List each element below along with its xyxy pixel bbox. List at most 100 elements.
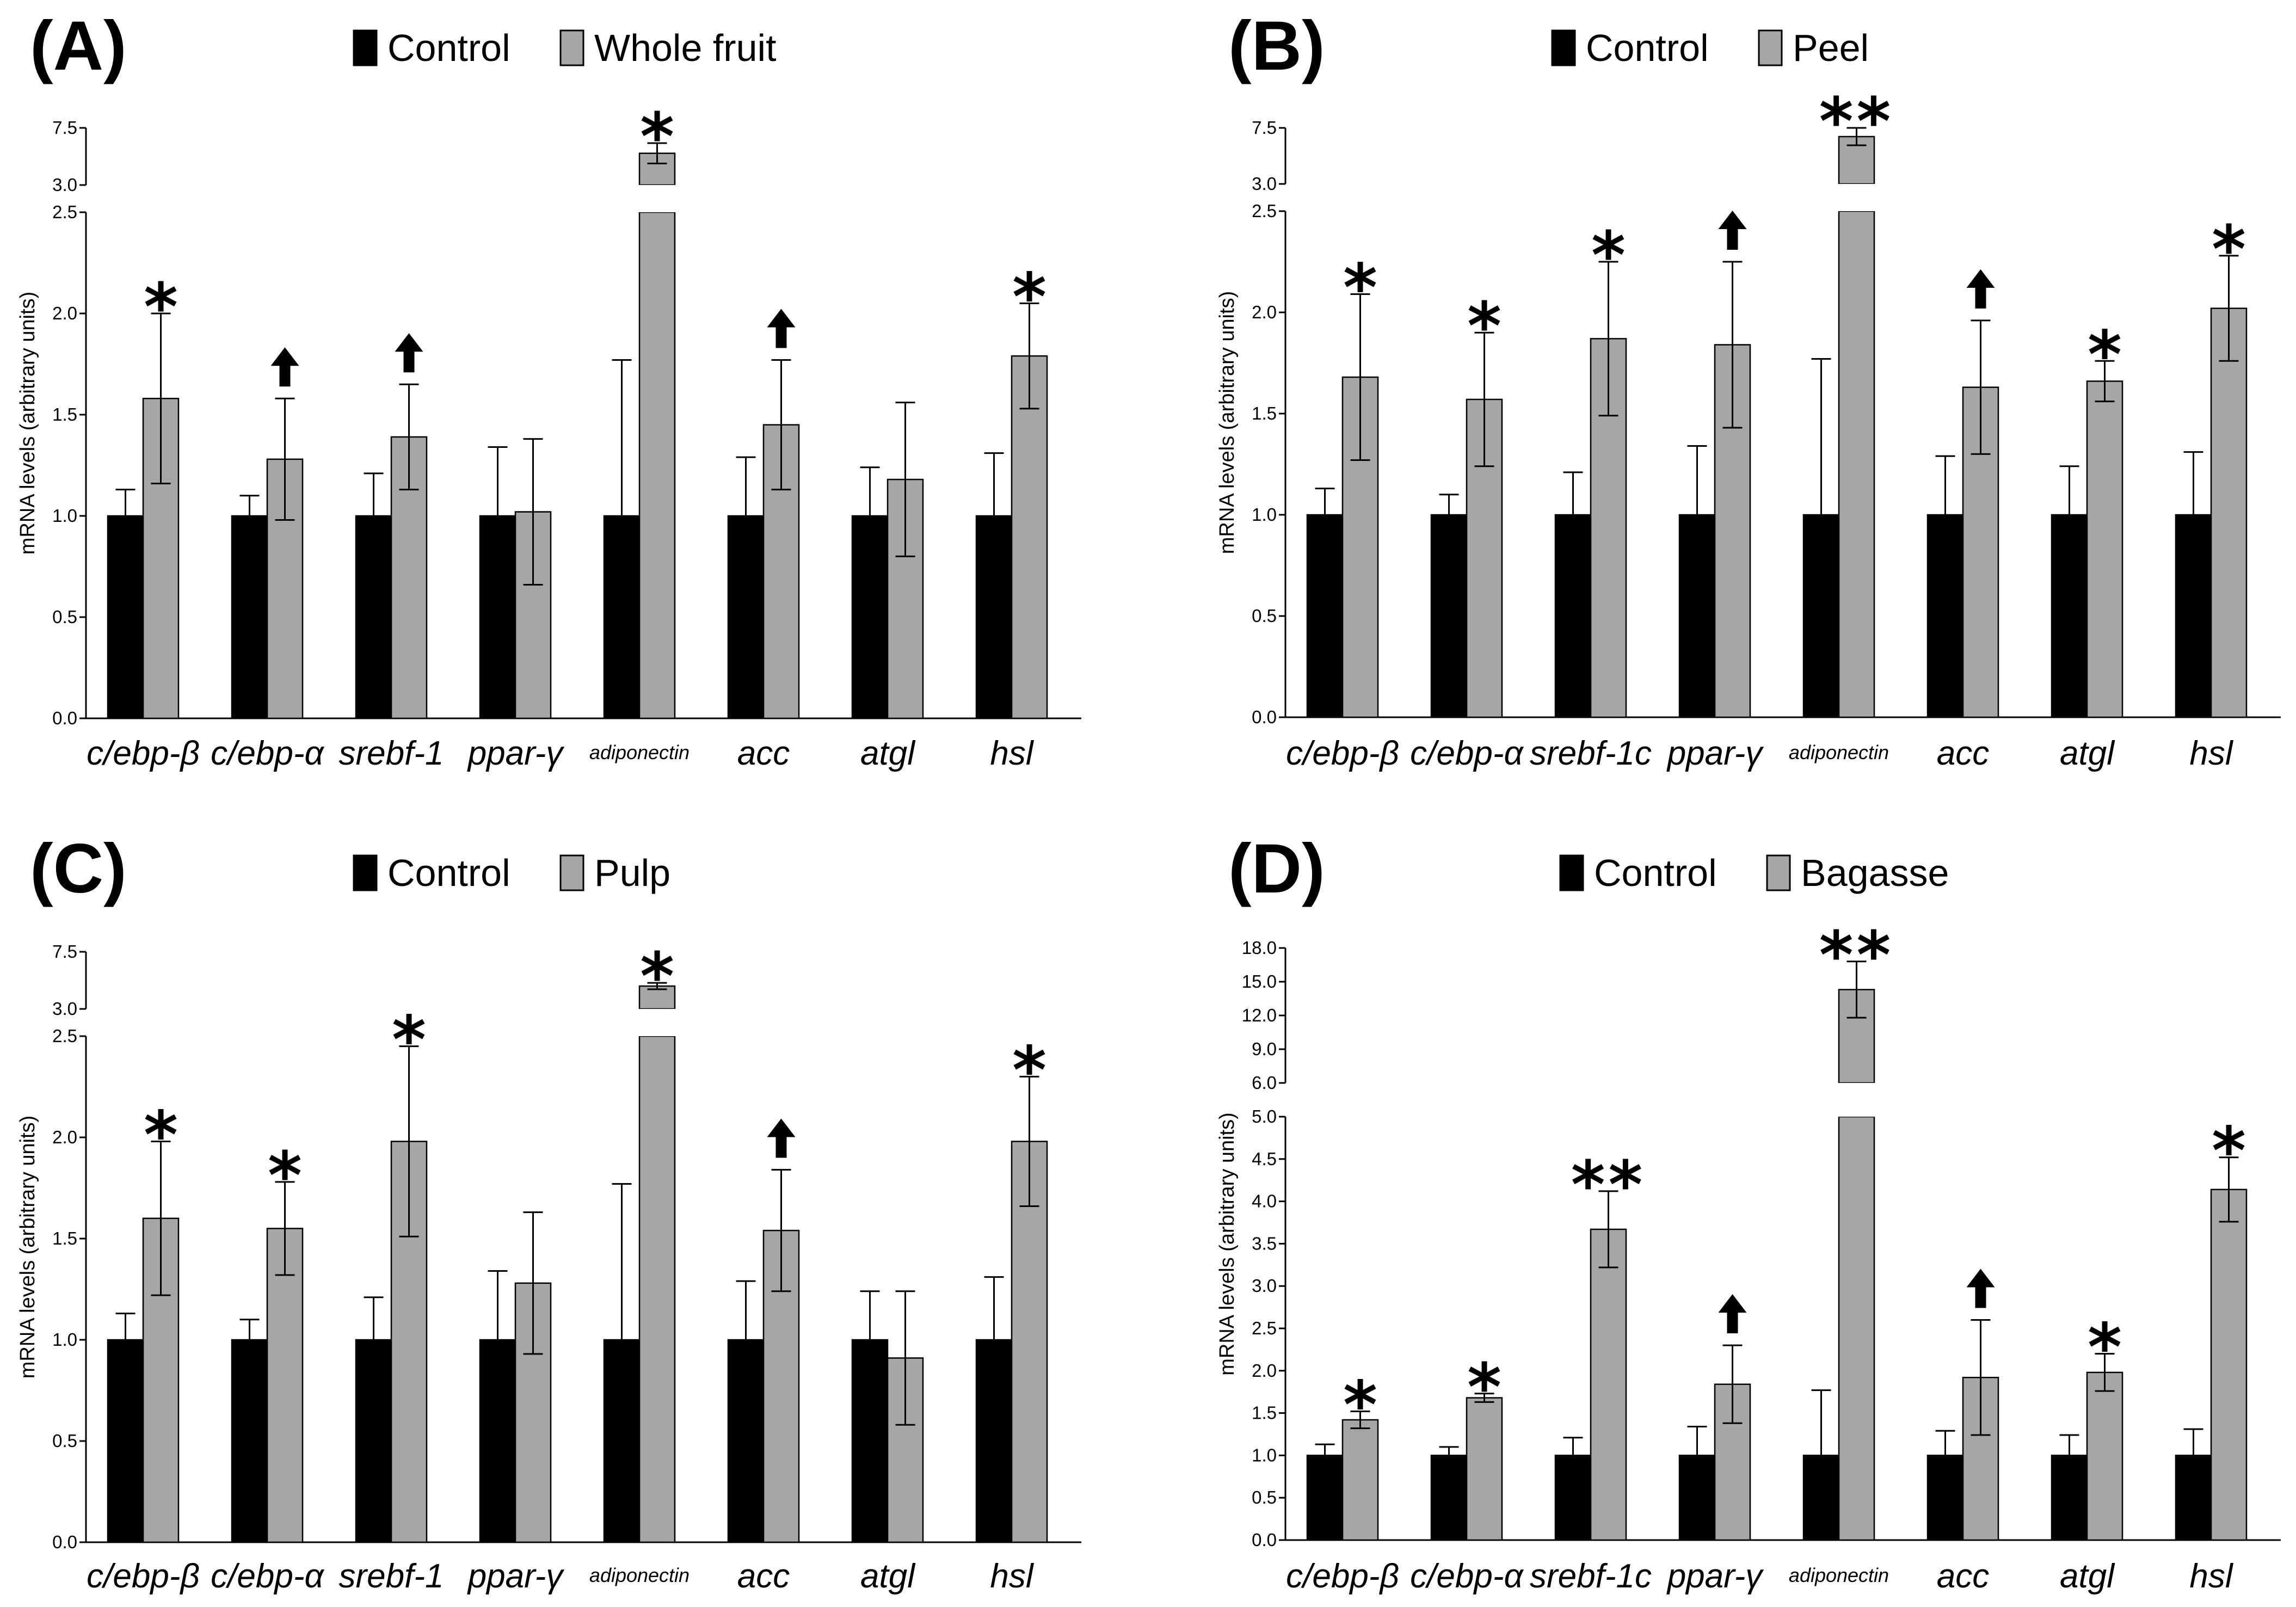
axis-break-gap <box>1837 1083 1876 1117</box>
x-category-label: srebf-1c <box>1530 1557 1652 1595</box>
x-category-label: adiponectin <box>589 741 690 764</box>
bar <box>638 211 676 719</box>
y-tick-label: 18.0 <box>1242 938 1277 958</box>
significance-marker: * <box>640 939 674 1015</box>
bar <box>479 515 516 719</box>
y-tick-label: 1.0 <box>1252 1445 1277 1465</box>
x-category-label: hsl <box>2189 735 2233 772</box>
x-category-label: c/ebp-β <box>87 1557 200 1595</box>
y-tick-label: 9.0 <box>1252 1039 1277 1059</box>
y-tick-label: 0.0 <box>1252 1530 1277 1550</box>
bar <box>2175 514 2212 718</box>
bar <box>142 397 180 719</box>
bar <box>1466 1397 1503 1541</box>
y-tick-label: 3.0 <box>52 999 77 1019</box>
x-category-label: c/ebp-β <box>87 735 200 772</box>
y-tick-label: 2.5 <box>52 1026 77 1046</box>
x-category-label: ppar-γ <box>467 735 565 772</box>
significance-marker: * <box>1591 218 1626 294</box>
bar <box>1838 210 1875 718</box>
y-tick-label: 1.5 <box>52 1228 77 1248</box>
x-category-label: srebf-1 <box>339 1557 444 1595</box>
x-category-label: srebf-1 <box>339 735 444 772</box>
bar <box>727 515 765 719</box>
y-tick-label: 2.0 <box>52 303 77 323</box>
x-category-label: acc <box>737 735 790 772</box>
legend-swatch <box>1559 854 1584 891</box>
bar <box>2086 1371 2123 1541</box>
legend-swatch <box>559 854 584 891</box>
y-tick-label: 0.5 <box>52 1431 77 1451</box>
legend-swatch <box>559 29 584 66</box>
significance-marker: * <box>2212 1114 2246 1190</box>
legend-swatch <box>353 29 378 66</box>
bar <box>1678 514 1716 718</box>
bar <box>1802 1455 1840 1541</box>
x-category-label: hsl <box>2189 1557 2233 1595</box>
y-tick-label: 12.0 <box>1242 1005 1277 1025</box>
bar <box>1430 514 1468 718</box>
y-tick-label: 2.5 <box>52 202 77 222</box>
up-arrow-icon <box>767 1118 796 1158</box>
bar <box>603 1339 641 1543</box>
bar <box>231 515 268 719</box>
significance-marker: * <box>144 270 178 346</box>
x-category-label: hsl <box>990 735 1034 772</box>
bar <box>1926 1455 1964 1541</box>
panel-letter: (D) <box>1228 830 1325 908</box>
axis-break-gap <box>638 185 676 212</box>
legend-label: Control <box>1594 852 1717 894</box>
bar <box>2086 380 2123 718</box>
y-tick-label: 1.5 <box>1252 403 1277 423</box>
bar <box>851 515 889 719</box>
bar <box>1926 514 1964 718</box>
y-tick-label: 1.0 <box>52 506 77 526</box>
significance-marker: * <box>1012 260 1047 335</box>
y-tick-label: 2.5 <box>1252 1318 1277 1338</box>
x-category-label: c/ebp-β <box>1286 1557 1399 1595</box>
y-tick-label: 7.5 <box>52 941 77 962</box>
bar <box>1802 514 1840 718</box>
bar <box>2175 1455 2212 1541</box>
x-category-label: acc <box>737 1557 790 1595</box>
x-category-label: srebf-1c <box>1530 735 1652 772</box>
bar <box>1011 355 1048 719</box>
legend-label: Control <box>387 27 510 69</box>
x-category-label: atgl <box>860 1557 916 1595</box>
y-tick-label: 2.5 <box>1252 201 1277 221</box>
bar <box>266 1228 304 1543</box>
panel-letter: (C) <box>30 830 127 908</box>
bar <box>638 1035 676 1543</box>
legend-swatch <box>1766 854 1791 891</box>
legend-label: Whole fruit <box>594 27 777 69</box>
y-tick-label: 1.0 <box>1252 504 1277 525</box>
y-tick-label: 1.5 <box>1252 1403 1277 1423</box>
x-category-label: c/ebp-α <box>1410 1557 1524 1595</box>
y-axis-label: mRNA levels (arbitrary units) <box>1216 291 1239 555</box>
y-axis-label: mRNA levels (arbitrary units) <box>16 1116 39 1379</box>
y-tick-label: 3.0 <box>52 175 77 195</box>
y-tick-label: 1.5 <box>52 404 77 424</box>
up-arrow-icon <box>1718 1294 1747 1334</box>
y-tick-label: 0.5 <box>1252 606 1277 626</box>
up-arrow-icon <box>1718 211 1747 250</box>
legend-label: Bagasse <box>1801 852 1949 894</box>
y-tick-label: 2.0 <box>1252 1360 1277 1381</box>
x-category-label: c/ebp-α <box>211 735 324 772</box>
bar <box>975 1339 1013 1543</box>
significance-marker: ** <box>1571 1148 1646 1223</box>
y-tick-label: 5.0 <box>1252 1106 1277 1126</box>
bar <box>1554 514 1592 718</box>
bar <box>2210 1189 2248 1541</box>
bar <box>1678 1455 1716 1541</box>
x-category-label: atgl <box>860 735 916 772</box>
x-category-label: ppar-γ <box>467 1557 565 1595</box>
x-category-label: adiponectin <box>1789 1564 1889 1586</box>
y-tick-label: 0.5 <box>52 607 77 627</box>
up-arrow-icon <box>767 309 796 348</box>
y-tick-label: 4.0 <box>1252 1191 1277 1211</box>
significance-marker: * <box>1343 251 1377 327</box>
legend-swatch <box>1758 29 1783 66</box>
bar <box>727 1339 765 1543</box>
